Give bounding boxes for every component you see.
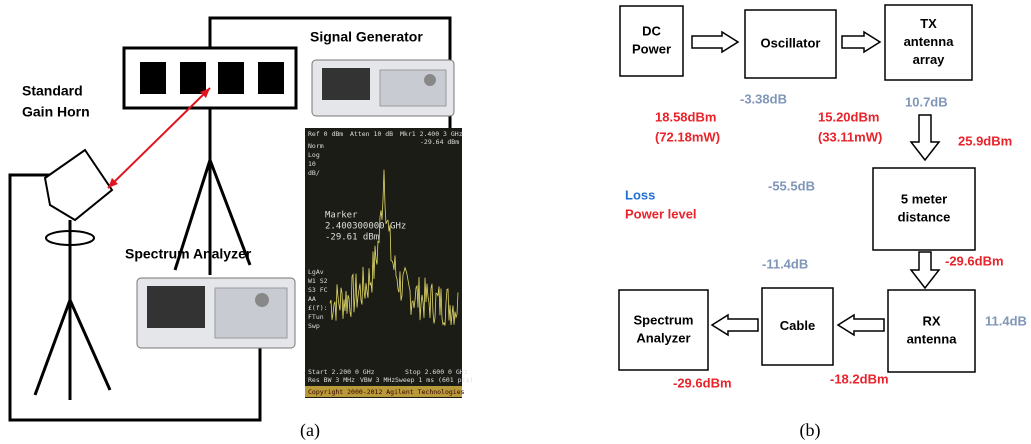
label: Standard	[22, 83, 83, 99]
spectrum-analyzer-icon	[136, 277, 296, 349]
annotation: 18.58dBm	[655, 109, 716, 124]
block-label: 5 meter	[901, 191, 947, 206]
flow-arrow	[710, 313, 759, 337]
block	[619, 5, 684, 77]
screen-text: dB/	[308, 169, 320, 177]
screen-text: Copyright 2000-2012 Agilent Technologies	[308, 388, 465, 396]
annotation: -18.2dBm	[830, 371, 889, 386]
screen-text: Stop 2.600 0 GHz	[405, 368, 468, 376]
annotation: -55.5dB	[768, 178, 815, 193]
link-arrow	[107, 87, 211, 189]
annotation: 11.4dB	[985, 313, 1027, 328]
screen-text: Log	[308, 151, 320, 159]
screen-text: Start 2.200 0 GHz	[308, 368, 375, 376]
block-label: Power	[632, 41, 671, 56]
block	[884, 4, 973, 81]
annotation: -11.4dB	[762, 256, 808, 271]
screen-text: W1 S2	[308, 277, 328, 285]
screen-text: AA	[308, 295, 316, 303]
block-label: Spectrum	[634, 312, 694, 327]
annotation: (72.18mW)	[655, 129, 720, 144]
flow-arrow	[841, 30, 882, 54]
block-label: array	[913, 52, 946, 67]
screen-text: LgAv	[308, 268, 324, 276]
screen-text: Atten 10 dB	[350, 130, 393, 138]
label: Gain Horn	[22, 104, 90, 120]
block	[618, 289, 709, 371]
screen-text: Sweep 1 ms (601 pts)	[395, 376, 473, 384]
block	[887, 289, 976, 373]
screen-text: Swp	[308, 322, 320, 330]
annotation: -29.6dBm	[673, 375, 732, 390]
legend-entry: Loss	[625, 187, 655, 202]
block-label: TX	[920, 16, 937, 31]
screen-text: 2.400300000 GHz	[325, 222, 406, 232]
block	[872, 167, 976, 251]
block	[761, 287, 834, 366]
label: Spectrum Analyzer	[125, 246, 252, 262]
block-label: distance	[898, 209, 951, 224]
block-label: DC	[642, 23, 661, 38]
arrowhead	[200, 88, 210, 98]
screen-text: Ref 0 dBm	[308, 130, 343, 138]
block-label: antenna	[907, 331, 958, 346]
label: Signal Generator	[310, 29, 423, 45]
signal-generator-icon	[311, 59, 455, 117]
screen-text: S3 FC	[308, 286, 328, 294]
screen-text: 10	[308, 160, 316, 168]
caption: (b)	[800, 420, 821, 441]
flow-diagram: DC Power Oscillator TX antenna array 5 meter di…	[618, 4, 1027, 390]
annotation: -29.6dBm	[945, 253, 1004, 268]
antenna-squares	[140, 62, 284, 94]
annotation: (33.11mW)	[818, 129, 882, 144]
annotation: -3.38dB	[740, 91, 787, 106]
legend-entry: Power level	[625, 206, 697, 221]
spectrum-trace	[329, 169, 459, 326]
block-label: RX	[922, 313, 940, 328]
block-label: Oscillator	[761, 35, 821, 50]
screen-text: Mkr1 2.400 3 GHz	[400, 130, 463, 138]
annotation: 10.7dB	[905, 94, 948, 109]
flow-arrow	[909, 251, 941, 290]
flow-arrow	[836, 313, 885, 337]
screen-text: £(f):	[308, 304, 328, 312]
annotation: 15.20dBm	[818, 109, 879, 124]
screen-text: -29.61 dBm	[325, 233, 379, 243]
screen-text: FTun	[308, 313, 324, 321]
flow-arrow	[909, 114, 941, 162]
block-label: Analyzer	[636, 330, 690, 345]
arrowhead	[108, 178, 118, 188]
caption: (a)	[300, 420, 320, 441]
screen-text: Norm	[308, 142, 324, 150]
block-label: Cable	[780, 318, 815, 333]
flow-arrow	[691, 30, 740, 54]
screen-text: -29.64 dBm	[420, 138, 459, 146]
analyzer-screen	[305, 128, 462, 398]
screen-text: Res BW 3 MHz	[308, 376, 355, 384]
block	[744, 9, 837, 79]
annotation: 25.9dBm	[958, 133, 1012, 148]
screen-text: VBW 3 MHz	[360, 376, 395, 384]
screen-text: Marker	[325, 211, 358, 221]
block-label: antenna	[904, 34, 955, 49]
